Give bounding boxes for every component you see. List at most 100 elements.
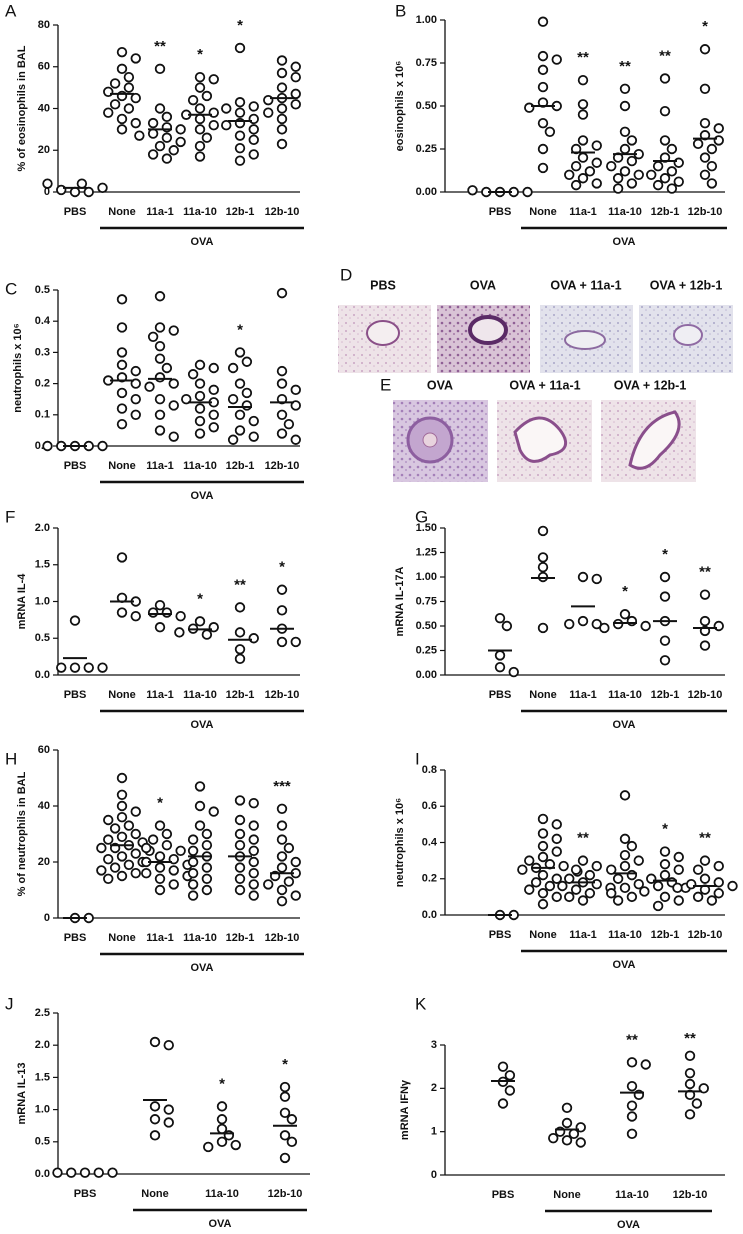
data-point (276, 103, 288, 114)
data-point (154, 425, 166, 436)
data-point (234, 378, 246, 389)
y-tick-label: 1.0 (35, 1104, 50, 1116)
data-point (619, 849, 631, 861)
data-point (522, 186, 533, 198)
data-point (537, 525, 549, 537)
data-point (154, 884, 166, 896)
data-point (530, 877, 542, 888)
group-label: OVA (612, 236, 635, 248)
data-point (234, 409, 246, 421)
data-point (130, 117, 141, 129)
y-tick-label: 1.00 (416, 571, 437, 583)
data-point (79, 1167, 91, 1178)
data-point (633, 855, 644, 866)
data-point (659, 655, 671, 666)
data-point (147, 117, 159, 129)
data-point (147, 331, 159, 343)
y-tick-label: 0 (431, 1169, 437, 1181)
airway (366, 320, 400, 346)
data-point (69, 186, 81, 198)
data-point (201, 90, 213, 102)
data-point (154, 103, 166, 114)
data-point (194, 781, 206, 792)
data-point (537, 117, 549, 129)
significance: * (157, 795, 163, 812)
data-point (208, 409, 219, 421)
data-point (154, 140, 166, 152)
data-point (276, 820, 288, 831)
x-tick-label: 11a-1 (146, 460, 174, 472)
data-point (606, 888, 617, 899)
data-point (612, 173, 624, 184)
data-point (216, 1101, 228, 1112)
data-point (154, 353, 166, 364)
x-tick-label: PBS (489, 929, 512, 941)
y-tick-label: 3 (431, 1039, 437, 1051)
y-tick-label: 0.25 (416, 143, 437, 155)
data-point (612, 183, 624, 194)
data-point (564, 169, 575, 181)
data-point (577, 571, 589, 583)
y-tick-label: 1.00 (416, 14, 437, 26)
data-point (544, 880, 556, 892)
data-point (276, 287, 288, 299)
y-tick-label: 0.2 (422, 873, 437, 885)
data-point (234, 653, 246, 665)
data-point (290, 434, 301, 445)
y-tick-label: 0.0 (35, 1168, 50, 1180)
data-point (684, 1067, 696, 1079)
panel-letter: I (415, 749, 420, 768)
data-point (130, 53, 141, 64)
y-tick-label: 0.8 (422, 764, 437, 776)
y-axis-label: % of eosinophils in BAL (16, 45, 28, 171)
y-tick-label: 0.6 (422, 800, 437, 812)
y-tick-label: 40 (38, 800, 50, 812)
data-point (673, 851, 684, 863)
x-tick-label: PBS (64, 689, 87, 701)
panel-e-images (393, 400, 696, 482)
data-point (673, 176, 684, 187)
data-point (279, 1091, 291, 1102)
data-point (154, 340, 166, 352)
data-point (706, 178, 718, 189)
x-tick-label: PBS (64, 932, 87, 944)
data-point (194, 616, 206, 627)
data-point (116, 789, 128, 801)
x-tick-label: 12b-1 (226, 206, 255, 218)
data-point (201, 840, 213, 851)
data-point (537, 552, 549, 563)
y-tick-label: 40 (38, 102, 50, 114)
data-point (175, 136, 186, 148)
data-point (286, 1114, 298, 1125)
x-tick-label: 12b-1 (651, 206, 680, 218)
y-tick-label: 0.5 (35, 284, 50, 296)
y-tick-label: 1.5 (35, 559, 50, 571)
data-point (659, 846, 671, 857)
x-tick-label: None (141, 1188, 169, 1200)
image-label: OVA + 11a-1 (509, 378, 580, 392)
data-point (568, 1128, 580, 1140)
data-point (537, 162, 549, 174)
data-point (109, 862, 121, 873)
data-point (187, 369, 199, 380)
y-tick-label: 1.5 (35, 1071, 50, 1083)
data-point (234, 795, 246, 806)
data-point (227, 362, 239, 374)
data-point (52, 1167, 63, 1178)
data-point (727, 880, 738, 892)
data-point (570, 884, 582, 895)
panel-letter: B (395, 1, 406, 20)
x-tick-label: None (529, 206, 557, 218)
data-point (116, 552, 128, 563)
data-point (626, 1111, 638, 1122)
y-tick-label: 0.50 (416, 100, 437, 112)
data-point (123, 820, 135, 831)
data-point (234, 107, 246, 118)
panel-d-images (338, 305, 733, 373)
data-point (577, 855, 589, 866)
data-point (154, 372, 166, 383)
data-point (558, 860, 569, 872)
data-point (154, 820, 166, 831)
